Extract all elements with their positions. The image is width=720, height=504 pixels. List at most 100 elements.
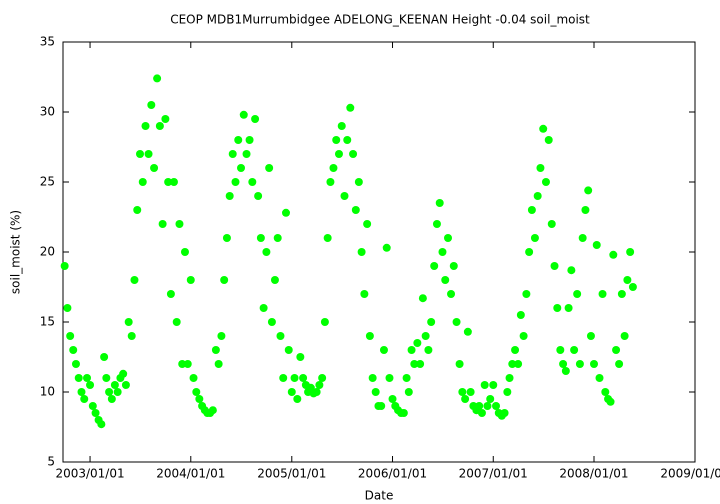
- data-point: [248, 178, 257, 186]
- data-point: [211, 346, 220, 354]
- data-point: [410, 360, 419, 368]
- data-point: [346, 103, 355, 112]
- data-point: [237, 164, 246, 172]
- x-tick-label: 2007/01/01: [459, 467, 528, 481]
- data-point: [452, 318, 461, 326]
- data-point: [133, 206, 142, 214]
- plot-frame: [62, 41, 696, 463]
- data-point: [270, 276, 279, 284]
- data-point: [522, 290, 531, 298]
- data-point: [105, 388, 114, 396]
- data-point: [334, 150, 343, 158]
- data-point: [533, 192, 542, 200]
- y-tick-label: 15: [40, 315, 55, 329]
- data-point: [351, 206, 360, 214]
- data-point: [234, 136, 243, 144]
- data-point: [500, 409, 509, 417]
- data-point: [296, 353, 305, 361]
- data-point: [318, 374, 327, 382]
- data-point: [606, 397, 615, 406]
- data-point: [363, 220, 372, 228]
- data-point: [561, 367, 570, 375]
- data-point: [220, 276, 229, 284]
- data-point: [262, 248, 271, 256]
- data-point: [97, 420, 106, 429]
- y-tick-label: 20: [40, 245, 55, 259]
- data-point: [208, 406, 217, 415]
- data-point: [349, 150, 358, 158]
- data-point: [91, 409, 100, 417]
- data-point: [404, 388, 413, 396]
- x-axis-label: Date: [365, 489, 394, 503]
- data-point: [595, 374, 604, 382]
- data-point: [189, 374, 198, 382]
- data-point: [121, 381, 130, 389]
- data-point: [578, 234, 587, 242]
- data-point: [141, 122, 150, 130]
- data-point: [432, 220, 441, 228]
- data-point: [536, 164, 545, 172]
- data-point: [463, 327, 472, 336]
- data-point: [601, 388, 610, 396]
- data-point: [290, 374, 299, 382]
- data-point: [441, 276, 450, 284]
- data-point: [570, 346, 579, 354]
- data-point: [458, 388, 467, 396]
- data-point: [217, 332, 226, 340]
- data-point: [107, 395, 116, 403]
- data-point: [620, 332, 629, 340]
- data-point: [416, 360, 425, 368]
- data-point: [164, 178, 173, 186]
- data-point: [192, 388, 201, 396]
- x-tick-label: 2004/01/01: [156, 467, 225, 481]
- data-point: [447, 290, 456, 298]
- y-tick-label: 35: [40, 35, 55, 49]
- data-point: [320, 318, 329, 326]
- data-point: [527, 206, 536, 214]
- data-point: [284, 346, 293, 354]
- data-point: [326, 178, 335, 186]
- data-point: [186, 276, 195, 284]
- data-point: [86, 381, 95, 389]
- data-point: [113, 388, 122, 396]
- data-point: [144, 150, 153, 158]
- data-point: [489, 381, 498, 389]
- data-point: [407, 346, 416, 354]
- data-point: [503, 388, 512, 396]
- x-tick-label: 2005/01/01: [257, 467, 326, 481]
- data-point: [626, 248, 635, 256]
- data-point: [586, 332, 595, 340]
- data-point: [127, 332, 136, 340]
- data-point: [424, 346, 433, 354]
- data-point: [281, 208, 290, 217]
- data-point: [573, 290, 582, 298]
- data-point: [617, 290, 626, 298]
- x-tick-label: 2006/01/01: [358, 467, 427, 481]
- data-point: [475, 402, 484, 410]
- data-point: [377, 402, 386, 410]
- data-point: [581, 206, 590, 214]
- data-point: [166, 290, 175, 298]
- data-point: [80, 395, 89, 403]
- data-point: [421, 332, 430, 340]
- data-point: [483, 402, 492, 410]
- data-point: [228, 150, 237, 158]
- data-point: [413, 339, 422, 347]
- data-point: [175, 220, 184, 228]
- data-point: [340, 192, 349, 200]
- data-point: [312, 388, 321, 396]
- data-point: [609, 250, 618, 259]
- data-point: [511, 346, 520, 354]
- data-point: [256, 234, 265, 242]
- data-point: [180, 248, 189, 256]
- data-point: [541, 178, 550, 186]
- data-point: [158, 220, 167, 228]
- data-point: [279, 374, 288, 382]
- data-point: [69, 346, 78, 354]
- data-point: [135, 150, 144, 158]
- y-tick-label: 30: [40, 105, 55, 119]
- data-point: [505, 374, 514, 382]
- data-point: [119, 369, 128, 378]
- data-point: [612, 346, 621, 354]
